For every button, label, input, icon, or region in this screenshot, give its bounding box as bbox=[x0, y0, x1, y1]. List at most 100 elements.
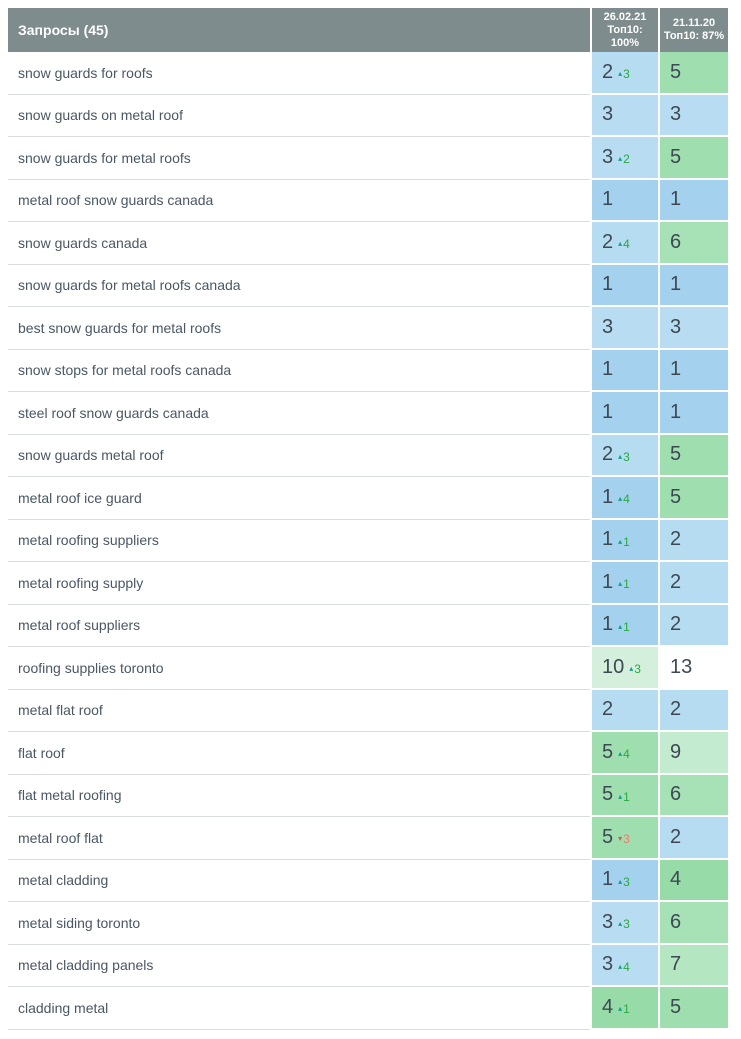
query-cell: flat roof bbox=[8, 732, 590, 775]
change-value: 1 bbox=[623, 577, 630, 592]
current-position-cell: 5 ▴ 4 bbox=[592, 732, 658, 775]
table-row[interactable]: snow stops for metal roofs canada 1 1 bbox=[8, 349, 728, 392]
change-value: 1 bbox=[623, 1002, 630, 1017]
current-position-value: 2 bbox=[602, 230, 614, 253]
change-down-icon: ▾ bbox=[618, 834, 623, 844]
change-up-icon: ▴ bbox=[618, 876, 623, 886]
previous-position-value: 5 bbox=[670, 443, 682, 466]
current-date-label: 26.02.21 bbox=[603, 10, 647, 23]
table-row[interactable]: roofing supplies toronto 10 ▴ 3 13 bbox=[8, 647, 728, 690]
position-change-badge: ▴ 1 bbox=[618, 621, 630, 633]
previous-position-value: 2 bbox=[670, 613, 682, 636]
current-position-value: 5 bbox=[602, 825, 614, 848]
previous-date-label: 21.11.20 bbox=[672, 17, 716, 29]
previous-position-cell: 9 bbox=[660, 732, 728, 775]
change-value: 1 bbox=[623, 534, 630, 549]
previous-position-value: 6 bbox=[670, 230, 682, 253]
current-position-cell: 3 bbox=[592, 307, 658, 350]
table-row[interactable]: metal cladding panels 3 ▴ 4 7 bbox=[8, 944, 728, 987]
current-position-value: 2 bbox=[602, 60, 614, 83]
position-change-badge: ▾ 3 bbox=[618, 833, 630, 845]
table-row[interactable]: metal siding toronto 3 ▴ 3 6 bbox=[8, 902, 728, 945]
table-row[interactable]: metal cladding 1 ▴ 3 4 bbox=[8, 859, 728, 902]
table-row[interactable]: snow guards canada 2 ▴ 4 6 bbox=[8, 222, 728, 265]
queries-column-header[interactable]: Запросы (45) bbox=[8, 8, 590, 52]
position-change-badge: ▴ 3 bbox=[629, 663, 641, 675]
table-row[interactable]: snow guards for metal roofs 3 ▴ 2 5 bbox=[8, 137, 728, 180]
query-cell: metal roof flat bbox=[8, 817, 590, 860]
query-cell: snow guards for metal roofs canada bbox=[8, 264, 590, 307]
current-position-cell: 1 ▴ 1 bbox=[592, 562, 658, 605]
position-change-badge: ▴ 4 bbox=[618, 238, 630, 250]
previous-position-cell: 1 bbox=[660, 179, 728, 222]
current-position-cell: 1 ▴ 4 bbox=[592, 477, 658, 520]
previous-top10-percent: Топ10: 87% bbox=[663, 30, 725, 42]
current-position-value: 5 bbox=[602, 783, 614, 806]
change-up-icon: ▴ bbox=[618, 749, 623, 759]
table-row[interactable]: metal roof suppliers 1 ▴ 1 2 bbox=[8, 604, 728, 647]
current-position-cell: 4 ▴ 1 bbox=[592, 987, 658, 1030]
current-position-cell: 1 bbox=[592, 179, 658, 222]
previous-position-cell: 4 bbox=[660, 859, 728, 902]
table-row[interactable]: flat roof 5 ▴ 4 9 bbox=[8, 732, 728, 775]
current-position-value: 1 bbox=[602, 485, 614, 508]
position-change-badge: ▴ 1 bbox=[618, 1003, 630, 1015]
previous-position-value: 7 bbox=[670, 953, 682, 976]
query-cell: snow guards on metal roof bbox=[8, 94, 590, 137]
change-value: 3 bbox=[634, 662, 641, 677]
change-up-icon: ▴ bbox=[618, 239, 623, 249]
table-row[interactable]: snow guards for roofs 2 ▴ 3 5 bbox=[8, 52, 728, 95]
current-position-cell: 3 bbox=[592, 94, 658, 137]
change-value: 1 bbox=[623, 789, 630, 804]
current-position-value: 1 bbox=[602, 868, 614, 891]
previous-position-value: 1 bbox=[670, 358, 682, 381]
table-row[interactable]: cladding metal 4 ▴ 1 5 bbox=[8, 987, 728, 1030]
query-cell: metal roof suppliers bbox=[8, 604, 590, 647]
previous-position-cell: 6 bbox=[660, 774, 728, 817]
table-row[interactable]: flat metal roofing 5 ▴ 1 6 bbox=[8, 774, 728, 817]
previous-position-cell: 6 bbox=[660, 222, 728, 265]
change-value: 3 bbox=[623, 832, 630, 847]
current-position-cell: 3 ▴ 2 bbox=[592, 137, 658, 180]
table-row[interactable]: best snow guards for metal roofs 3 3 bbox=[8, 307, 728, 350]
previous-position-value: 1 bbox=[670, 273, 682, 296]
table-row[interactable]: snow guards metal roof 2 ▴ 3 5 bbox=[8, 434, 728, 477]
table-row[interactable]: snow guards on metal roof 3 3 bbox=[8, 94, 728, 137]
current-position-cell: 1 bbox=[592, 349, 658, 392]
table-row[interactable]: metal roof ice guard 1 ▴ 4 5 bbox=[8, 477, 728, 520]
current-position-value: 1 bbox=[602, 613, 614, 636]
current-position-value: 1 bbox=[602, 400, 614, 423]
table-row[interactable]: metal roof flat 5 ▾ 3 2 bbox=[8, 817, 728, 860]
table-row[interactable]: steel roof snow guards canada 1 1 bbox=[8, 392, 728, 435]
current-position-value: 1 bbox=[602, 528, 614, 551]
change-up-icon: ▴ bbox=[618, 791, 623, 801]
table-row[interactable]: metal roof snow guards canada 1 1 bbox=[8, 179, 728, 222]
previous-position-value: 4 bbox=[670, 868, 682, 891]
query-cell: snow guards for metal roofs bbox=[8, 137, 590, 180]
query-cell: steel roof snow guards canada bbox=[8, 392, 590, 435]
column-header-current-date[interactable]: 26.02.21 Топ10: 100% bbox=[592, 8, 658, 52]
table-row[interactable]: metal roofing supply 1 ▴ 1 2 bbox=[8, 562, 728, 605]
position-change-badge: ▴ 4 bbox=[618, 748, 630, 760]
query-cell: metal roofing suppliers bbox=[8, 519, 590, 562]
current-position-cell: 5 ▴ 1 bbox=[592, 774, 658, 817]
previous-position-value: 3 bbox=[670, 103, 682, 126]
current-position-cell: 10 ▴ 3 bbox=[592, 647, 658, 690]
table-row[interactable]: metal roofing suppliers 1 ▴ 1 2 bbox=[8, 519, 728, 562]
current-position-cell: 2 bbox=[592, 689, 658, 732]
change-value: 4 bbox=[623, 237, 630, 252]
previous-position-cell: 2 bbox=[660, 562, 728, 605]
column-header-previous-date[interactable]: 21.11.20 Топ10: 87% bbox=[660, 8, 728, 52]
previous-position-cell: 5 bbox=[660, 477, 728, 520]
current-position-value: 2 bbox=[602, 698, 614, 721]
rank-tracking-table: Запросы (45) 26.02.21 Топ10: 100% 21.11.… bbox=[8, 8, 728, 1030]
table-row[interactable]: metal flat roof 2 2 bbox=[8, 689, 728, 732]
current-position-cell: 2 ▴ 3 bbox=[592, 434, 658, 477]
previous-position-value: 2 bbox=[670, 528, 682, 551]
previous-position-value: 5 bbox=[670, 60, 682, 83]
current-position-value: 4 bbox=[602, 995, 614, 1018]
current-position-value: 1 bbox=[602, 188, 614, 211]
query-cell: snow guards for roofs bbox=[8, 52, 590, 95]
table-row[interactable]: snow guards for metal roofs canada 1 1 bbox=[8, 264, 728, 307]
previous-position-value: 5 bbox=[670, 145, 682, 168]
